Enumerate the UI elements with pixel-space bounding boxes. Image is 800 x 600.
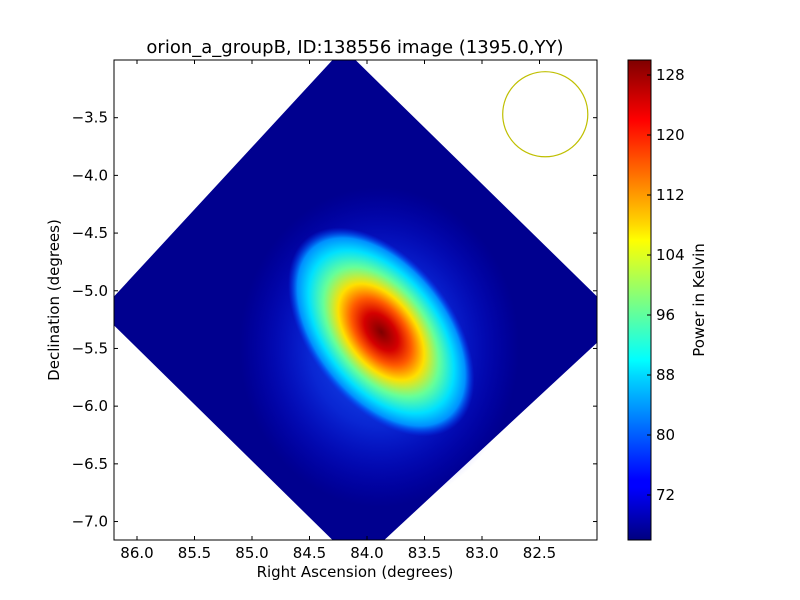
y-tick-label: −4.5	[72, 224, 108, 242]
y-tick-label: −4.0	[72, 166, 108, 184]
y-tick-label: −7.0	[72, 513, 108, 531]
x-tick-label: 84.0	[350, 544, 383, 562]
colorbar-frame	[627, 59, 652, 541]
x-tick-label: 85.5	[178, 544, 211, 562]
x-tick-label: 85.0	[235, 544, 268, 562]
colorbar-tick-label: 88	[656, 366, 675, 384]
colorbar-tick-label: 112	[656, 186, 685, 204]
x-tick-label: 83.5	[408, 544, 441, 562]
axes: 86.0 85.5 85.0 84.5 84.0 83.5 83.0 82.5 −3.5 −4.0…	[72, 59, 685, 562]
colorbar-tick-label: 128	[656, 66, 685, 84]
x-axis-label: Right Ascension (degrees)	[257, 563, 454, 581]
y-tick-label: −5.5	[72, 339, 108, 357]
colorbar-gradient	[628, 60, 651, 540]
beam-circle	[502, 71, 589, 158]
colorbar-tick-label: 120	[656, 126, 685, 144]
colorbar-tick-label: 104	[656, 246, 685, 264]
heatmap-image	[114, 60, 597, 540]
emission-peak	[288, 227, 475, 437]
x-tick-label: 86.0	[120, 544, 153, 562]
chart-title: orion_a_groupB, ID:138556 image (1395.0,…	[146, 37, 563, 58]
x-tick-label: 84.5	[293, 544, 326, 562]
x-tick-label: 82.5	[523, 544, 556, 562]
y-axis-label: Declination (degrees)	[45, 219, 63, 381]
plot-frame	[113, 59, 598, 541]
colorbar-tick-label: 80	[656, 426, 675, 444]
x-tick-label: 83.0	[465, 544, 498, 562]
y-tick-label: −6.5	[72, 455, 108, 473]
colorbar-label: Power in Kelvin	[690, 243, 708, 357]
y-tick-label: −3.5	[72, 109, 108, 127]
y-tick-label: −5.0	[72, 282, 108, 300]
colorbar-tick-label: 96	[656, 306, 675, 324]
colorbar-tick-label: 72	[656, 486, 675, 504]
y-tick-label: −6.0	[72, 397, 108, 415]
